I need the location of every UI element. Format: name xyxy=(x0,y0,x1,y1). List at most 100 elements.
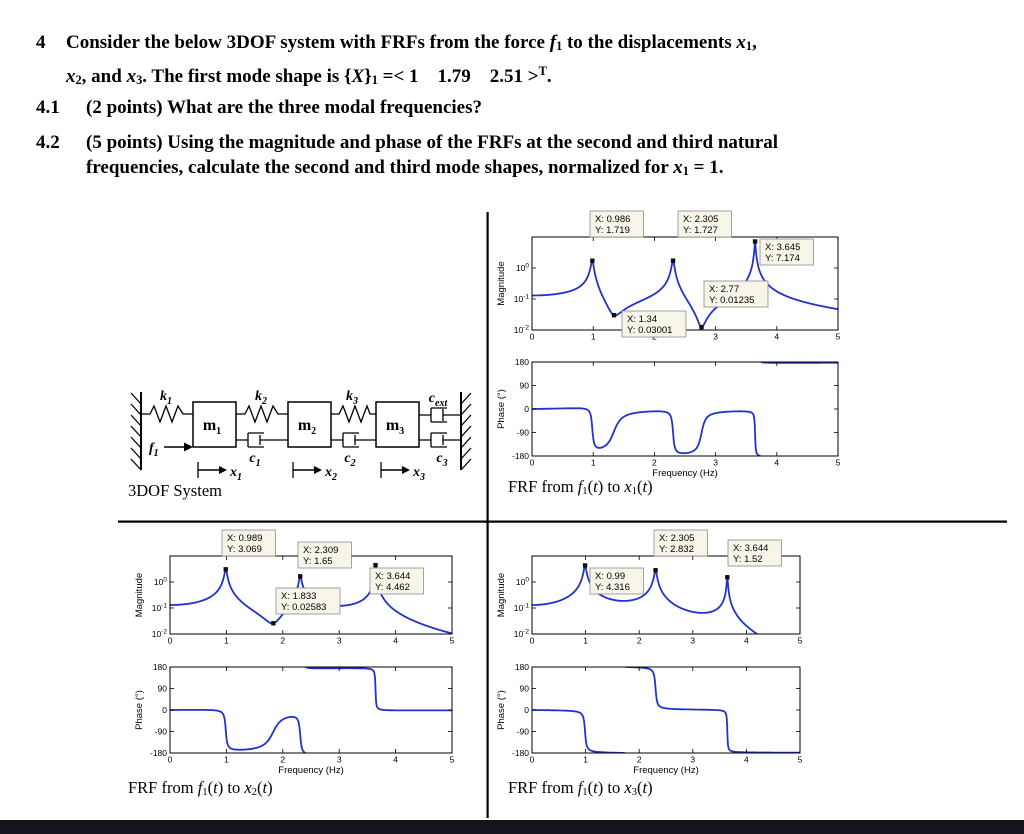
x-tick-label: 3 xyxy=(713,458,718,468)
frf-magnitude-curve xyxy=(170,564,452,634)
fig-x2-caption: FRF from f1(t) to x2(t) xyxy=(128,778,273,798)
x-ticks: 0 1 2 3 4 5 xyxy=(530,667,803,765)
x-tick-label: 4 xyxy=(744,636,749,646)
y-tick-label: -180 xyxy=(512,451,529,461)
datatip-x-label: X: 0.986 xyxy=(595,214,630,225)
text-segment: 2 xyxy=(75,73,82,88)
y-tick-label: 90 xyxy=(520,381,530,391)
y-axis-label: Phase (°) xyxy=(496,389,507,429)
x-tick-label: 5 xyxy=(798,755,803,765)
spring-k2 xyxy=(236,404,288,424)
x-tick-label: 1 xyxy=(583,636,588,646)
datatip-y-label: Y: 0.02583 xyxy=(281,602,326,613)
y-axis-label: Phase (°) xyxy=(496,690,507,730)
datatip-marker xyxy=(699,324,704,330)
text-segment: 1 xyxy=(582,484,588,497)
datatip-x-label: X: 3.644 xyxy=(733,543,768,554)
y-tick-label: -180 xyxy=(512,748,529,758)
text-segment: 1 xyxy=(631,484,638,497)
datatip-x-label: X: 3.644 xyxy=(375,571,410,582)
text-segment: , xyxy=(752,32,757,53)
datatip-y-label: Y: 4.316 xyxy=(595,582,630,593)
question-4-2-number: 4.2 xyxy=(36,132,60,153)
datatip-marker xyxy=(752,239,758,244)
x-tick-label: 5 xyxy=(836,458,841,468)
label-k3: k3 xyxy=(346,389,358,407)
problem-header: 4 Consider the below 3DOF system with FR… xyxy=(36,30,966,93)
text-segment: x xyxy=(624,477,632,496)
y-tick-label: 0 xyxy=(524,705,529,715)
question-4-2: 4.2 (5 points) Using the magnitude and p… xyxy=(36,130,966,184)
text-segment: f xyxy=(577,778,583,797)
y-tick-label: 10-1 xyxy=(152,603,168,614)
text-segment: to the displacements xyxy=(562,32,737,53)
datatip-y-label: Y: 3.069 xyxy=(227,544,262,555)
problem-header-line2: x2, and x3. The first mode shape is {X}1… xyxy=(66,59,966,93)
x-tick-label: 3 xyxy=(713,332,718,342)
text-segment: ( xyxy=(207,778,214,797)
fig-x3-caption: FRF from f1(t) to x3(t) xyxy=(508,778,653,798)
x-tick-label: 3 xyxy=(690,636,695,646)
damper-c3 xyxy=(419,432,461,448)
text-segment: ) to xyxy=(597,778,625,797)
x-tick-label: 2 xyxy=(280,636,285,646)
datatip-marker xyxy=(298,574,303,579)
text-segment: (5 points) Using the magnitude and phase… xyxy=(86,132,778,153)
y-ticks: 100 10-1 10-2 xyxy=(514,577,800,639)
datatip-x-label: X: 2.305 xyxy=(659,533,694,544)
label-k1: k1 xyxy=(160,389,172,407)
mass-m1 xyxy=(192,401,237,448)
x-tick-label: 3 xyxy=(337,755,342,765)
bottom-bar xyxy=(0,820,1024,834)
x-ticks: 0 1 2 3 4 5 xyxy=(168,556,455,646)
x-tick-label: 0 xyxy=(530,458,535,468)
text-segment: x xyxy=(66,66,76,87)
text-segment: ) xyxy=(647,778,653,797)
x-tick-label: 1 xyxy=(224,755,229,765)
text-segment: ( xyxy=(587,778,594,797)
datatip-marker xyxy=(373,562,378,568)
text-segment: t xyxy=(593,477,598,496)
frf-phase-curve xyxy=(532,667,800,753)
text-segment: x xyxy=(624,778,632,797)
phase-plot: 0 1 2 3 4 5 180 90 0 -90 -180 Phase (°) Frequency (H… xyxy=(496,662,803,776)
y-tick-label: -180 xyxy=(150,748,167,758)
text-segment: 3 xyxy=(136,73,143,88)
x-tick-label: 0 xyxy=(530,636,535,646)
frf-phase-curve xyxy=(170,667,452,753)
x-tick-label: 4 xyxy=(393,755,398,765)
x-tick-label: 2 xyxy=(637,755,642,765)
x-tick-label: 0 xyxy=(530,332,535,342)
datatip-marker xyxy=(725,575,730,580)
y-tick-label: 0 xyxy=(524,404,529,414)
text-segment: } xyxy=(364,66,372,87)
x-tick-label: 1 xyxy=(591,458,596,468)
datatip: X: 2.77Y: 0.01235 xyxy=(703,280,769,308)
y-ticks: 180 90 0 -90 -180 xyxy=(150,662,452,758)
problem-number: 4 xyxy=(36,32,46,53)
x-tick-label: 4 xyxy=(744,755,749,765)
text-segment: ( xyxy=(637,477,643,496)
problem-header-line1: Consider the below 3DOF system with FRFs… xyxy=(66,30,966,59)
datatip-x-label: X: 1.833 xyxy=(281,591,316,602)
text-segment: ( xyxy=(587,477,594,496)
datatip-x-label: X: 2.305 xyxy=(683,214,718,225)
datatip: X: 0.99Y: 4.316 xyxy=(589,567,644,595)
datatip-marker xyxy=(611,313,617,318)
label-f1: f1 xyxy=(149,441,159,459)
text-segment: x xyxy=(126,66,137,87)
y-tick-label: -90 xyxy=(155,727,168,737)
quadrant-divider-horizontal xyxy=(118,520,1007,523)
datatip-x-label: X: 2.77 xyxy=(709,284,739,295)
text-segment: t xyxy=(262,778,268,797)
datatip-x-label: X: 0.99 xyxy=(595,571,625,582)
x-axis-label: Frequency (Hz) xyxy=(633,765,698,776)
y-tick-label: 10-1 xyxy=(514,603,530,614)
label-c2: c2 xyxy=(344,451,355,469)
